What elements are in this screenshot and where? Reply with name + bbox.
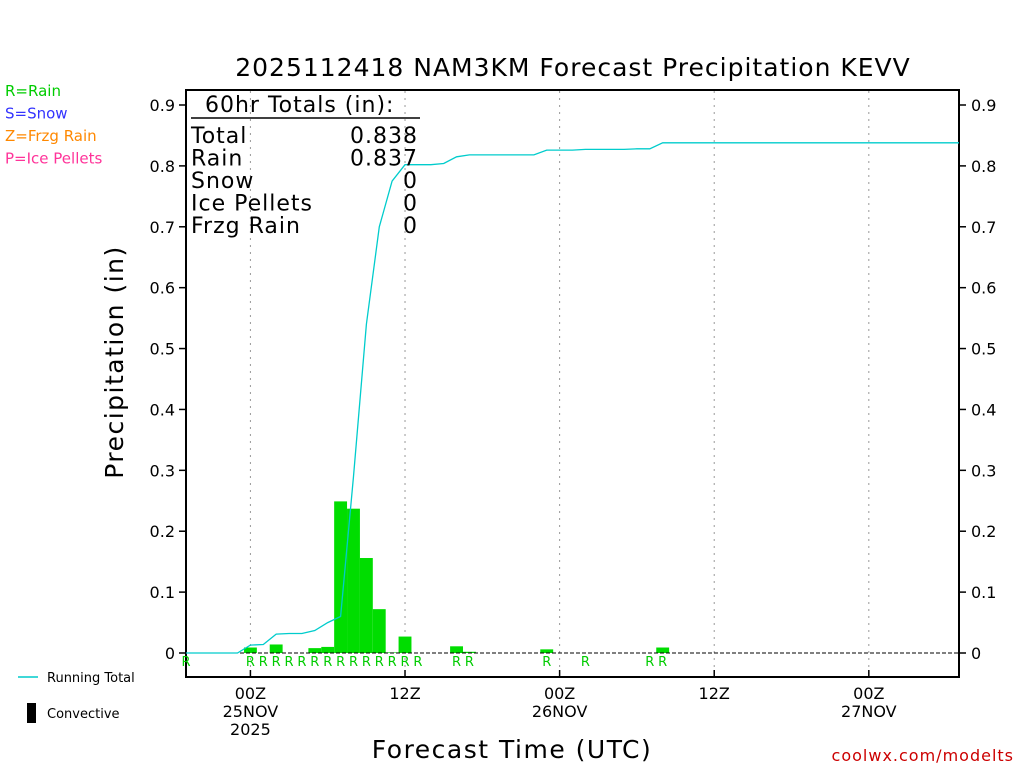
precip-bar [462, 651, 476, 653]
precip-bar [359, 558, 373, 653]
precip-type-marker: R [336, 655, 345, 670]
precip-type-legend-item: S=Snow [5, 105, 68, 123]
precip-type-marker: R [400, 655, 409, 670]
totals-row-value: 0 [403, 192, 418, 217]
running-total-legend-label: Running Total [47, 671, 135, 686]
y-tick-label-right: 0.8 [971, 157, 996, 176]
precip-type-marker: R [362, 655, 371, 670]
x-tick-label: 2025 [230, 720, 271, 739]
precip-type-marker: R [297, 655, 306, 670]
precip-bar [540, 649, 554, 653]
y-tick-label-right: 0.9 [971, 96, 996, 115]
precip-type-marker: R [323, 655, 332, 670]
x-tick-label: 25NOV [223, 702, 279, 721]
y-tick-label-left: 0.6 [150, 279, 175, 298]
totals-row-label: Ice Pellets [191, 192, 313, 217]
y-tick-label-left: 0 [165, 644, 175, 663]
precip-type-marker: R [181, 655, 190, 670]
convective-swatch [27, 703, 36, 723]
precip-type-legend-item: P=Ice Pellets [5, 150, 102, 168]
totals-row-value: 0.838 [350, 124, 418, 149]
totals-row-label: Total [190, 124, 247, 149]
precip-type-marker: R [542, 655, 551, 670]
bottom-legend: Running Total Convective [18, 671, 135, 723]
x-axis-label: Forecast Time (UTC) [372, 735, 652, 764]
precip-type-marker: R [452, 655, 461, 670]
x-tick-label: 12Z [699, 684, 730, 703]
chart-title: 2025112418 NAM3KM Forecast Precipitation… [235, 53, 911, 82]
totals-row-value: 0 [403, 169, 418, 194]
precip-bar [321, 646, 335, 653]
y-tick-label-right: 0 [971, 644, 981, 663]
precip-type-marker: R [388, 655, 397, 670]
y-tick-label-left: 0.5 [150, 340, 175, 359]
precip-bar [308, 648, 322, 653]
convective-legend-label: Convective [47, 707, 120, 722]
x-tick-label: 27NOV [841, 702, 897, 721]
y-tick-label-right: 0.2 [971, 522, 996, 541]
y-tick-label-right: 0.6 [971, 279, 996, 298]
precip-bar [450, 646, 463, 653]
precip-bar [372, 609, 386, 653]
x-tick-label: 00Z [853, 684, 884, 703]
plot-frame [185, 89, 960, 678]
precip-type-marker: R [310, 655, 319, 670]
precip-bar [243, 647, 257, 653]
totals-box: 60hr Totals (in): Total 0.838 Rain 0.837 Sno… [190, 93, 420, 239]
precip-type-marker: R [413, 655, 422, 670]
totals-row-value: 0.837 [350, 147, 418, 172]
totals-row-value: 0 [403, 214, 418, 239]
totals-row-label: Rain [191, 147, 243, 172]
precip-bar [269, 644, 283, 653]
y-axis-ticks: 0 00.1 0.10.2 0.20.3 0.30.4 0.40.5 0.50.6 0.60.… [150, 96, 997, 663]
precip-bar [656, 647, 670, 653]
x-tick-label: 00Z [544, 684, 575, 703]
totals-heading: 60hr Totals (in): [197, 93, 394, 118]
x-tick-label: 26NOV [532, 702, 588, 721]
y-tick-label-right: 0.5 [971, 340, 996, 359]
y-tick-label-right: 0.7 [971, 218, 996, 237]
x-tick-label: 00Z [235, 684, 266, 703]
totals-row-label: Frzg Rain [191, 214, 301, 239]
running-total-line [186, 142, 959, 654]
precip-bar [334, 501, 348, 653]
y-tick-label-left: 0.4 [150, 400, 175, 419]
precip-bar [347, 508, 360, 653]
x-tick-label: 12Z [389, 684, 420, 703]
y-tick-label-right: 0.1 [971, 583, 996, 602]
precip-type-legend: R=Rain S=Snow Z=Frzg Rain P=Ice Pellets [5, 82, 102, 168]
precip-type-marker: R [645, 655, 654, 670]
precip-type-marker: R [375, 655, 384, 670]
y-tick-label-left: 0.1 [150, 583, 175, 602]
precip-bar [398, 636, 412, 653]
y-tick-label-left: 0.2 [150, 522, 175, 541]
precip-type-legend-item: R=Rain [5, 82, 61, 100]
precip-type-marker: R [272, 655, 281, 670]
credit-text: coolwx.com/modelts [832, 746, 1014, 765]
y-tick-label-right: 0.4 [971, 400, 996, 419]
precip-type-marker: R [349, 655, 358, 670]
totals-row-label: Snow [191, 169, 254, 194]
precip-type-marker: R [465, 655, 474, 670]
y-tick-label-right: 0.3 [971, 461, 996, 480]
y-axis-label: Precipitation (in) [100, 245, 129, 479]
precip-type-marker: R [285, 655, 294, 670]
precip-type-marker: R [658, 655, 667, 670]
y-tick-label-left: 0.3 [150, 461, 175, 480]
precip-type-marker: R [581, 655, 590, 670]
y-tick-label-left: 0.8 [150, 157, 175, 176]
running-total-series [186, 142, 959, 654]
y-tick-label-left: 0.9 [150, 96, 175, 115]
hourly-precip-bars [243, 501, 670, 653]
precip-type-marker: R [246, 655, 255, 670]
precip-type-marker: R [259, 655, 268, 670]
y-tick-label-left: 0.7 [150, 218, 175, 237]
precip-type-legend-item: Z=Frzg Rain [5, 127, 97, 145]
